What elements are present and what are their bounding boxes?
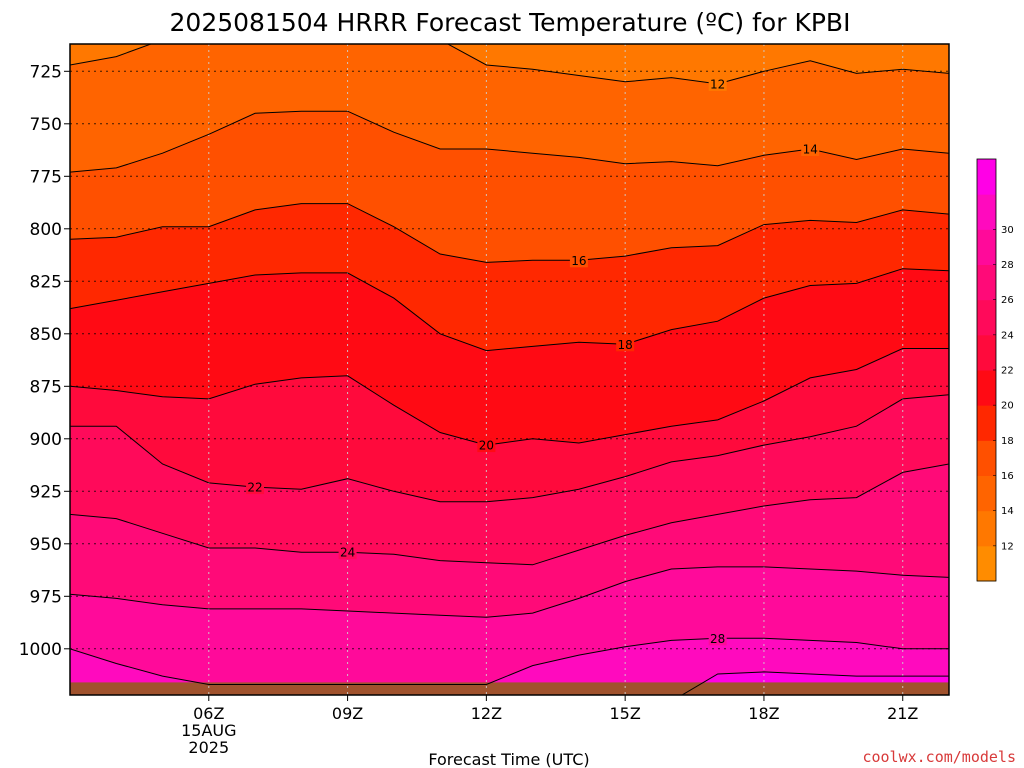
ground-surface <box>70 682 949 695</box>
isotherm-line <box>70 44 949 85</box>
temperature-band <box>70 394 949 565</box>
isotherm-label-bg <box>246 480 265 495</box>
x-tick-label: 18Z <box>748 704 779 723</box>
isotherm-label-bg <box>708 631 727 646</box>
x-tick-label: 15AUG <box>181 721 236 740</box>
colorbar-segment <box>977 545 996 582</box>
isotherm-label-bg <box>708 76 727 91</box>
y-tick-label: 1000 <box>19 640 62 660</box>
isotherm-label-bg <box>801 142 820 156</box>
colorbar-segment <box>977 334 996 371</box>
y-tick-label: 850 <box>30 325 62 345</box>
isotherm-line <box>70 463 949 566</box>
x-tick-label: 15Z <box>609 704 640 723</box>
isotherm-label-bg <box>338 545 357 560</box>
colorbar-label: 18 <box>1001 436 1014 447</box>
y-tick-label: 775 <box>30 167 62 187</box>
colorbar-label: 12 <box>1001 541 1014 552</box>
x-axis-label: Forecast Time (UTC) <box>428 750 589 768</box>
y-tick-label: 950 <box>30 535 62 555</box>
isotherm-label-bg <box>477 438 496 453</box>
colorbar-label: 14 <box>1001 506 1014 517</box>
isotherm-label-bg <box>616 337 635 352</box>
colorbar-label: 24 <box>1001 330 1014 341</box>
colorbar-segment <box>977 475 996 512</box>
colorbar-segment <box>977 229 996 265</box>
colorbar-segment <box>977 194 996 230</box>
temperature-band <box>70 348 949 502</box>
credit-link[interactable]: coolwx.com/models <box>862 748 1016 766</box>
grid-lines <box>70 44 949 695</box>
x-tick-label: 12Z <box>471 704 502 723</box>
isotherm-label-bg <box>569 253 588 268</box>
temperature-band <box>70 111 949 263</box>
y-tick-label: 925 <box>30 482 62 502</box>
x-tick-label: 06Z <box>193 704 224 723</box>
isotherm-label: 14 <box>803 143 818 157</box>
y-tick-label: 825 <box>30 272 62 292</box>
y-tick-label: 800 <box>30 220 62 240</box>
isotherm-line <box>70 203 949 263</box>
temperature-band <box>70 268 949 446</box>
plot-frame <box>69 43 950 696</box>
y-tick-label: 750 <box>30 115 62 135</box>
colorbar-segment <box>977 440 996 476</box>
isotherm-label: 12 <box>710 77 725 91</box>
chart-title: 2025081504 HRRR Forecast Temperature (ºC… <box>170 8 851 37</box>
y-tick-label: 725 <box>30 62 62 82</box>
colorbar-label: 26 <box>1001 295 1014 306</box>
x-tick-label: 21Z <box>887 704 918 723</box>
colorbar-label: 16 <box>1001 471 1014 482</box>
isotherm-line <box>70 566 949 618</box>
colorbar: 12 14 16 18 20 22 24 26 28 30 <box>976 158 1014 582</box>
isotherm-label: 24 <box>340 546 355 560</box>
isotherm-label: 16 <box>571 254 586 268</box>
colorbar-label: 30 <box>1001 225 1014 236</box>
temperature-fill-bands <box>70 44 949 695</box>
y-tick-label: 875 <box>30 377 62 397</box>
isotherm-label: 18 <box>618 338 633 352</box>
y-tick-label: 900 <box>30 430 62 450</box>
isotherm-labels: 12 14 16 18 20 22 24 28 <box>246 76 820 646</box>
colorbar-segment <box>977 159 996 195</box>
colorbar-label: 22 <box>1001 366 1014 377</box>
isotherm-line <box>70 637 949 685</box>
colorbar-segment <box>977 299 996 336</box>
colorbar-segment <box>977 264 996 301</box>
isotherm-line <box>70 348 949 446</box>
colorbar-segment <box>977 510 996 547</box>
y-axis-pressure: 725 750 775 800 825 850 875 900 925 950 975 1000 <box>19 62 70 660</box>
colorbar-label: 28 <box>1001 260 1014 271</box>
isotherm-label: 22 <box>247 481 262 495</box>
isotherm-label: 28 <box>710 632 725 646</box>
temperature-band <box>70 44 949 84</box>
isotherm-line <box>70 394 949 503</box>
colorbar-segment <box>977 370 996 406</box>
isotherm-line <box>681 671 949 695</box>
y-tick-label: 975 <box>30 587 62 607</box>
x-tick-label: 2025 <box>188 738 229 757</box>
temperature-band <box>70 566 949 685</box>
isotherm-line <box>70 268 949 352</box>
temperature-band <box>70 44 949 173</box>
temperature-band <box>70 638 949 695</box>
colorbar-segment <box>977 405 996 441</box>
temperature-band <box>70 203 949 351</box>
colorbar-label: 20 <box>1001 401 1014 412</box>
temperature-band <box>70 464 949 618</box>
x-tick-label: 09Z <box>332 704 363 723</box>
isotherm-label: 20 <box>479 439 494 453</box>
